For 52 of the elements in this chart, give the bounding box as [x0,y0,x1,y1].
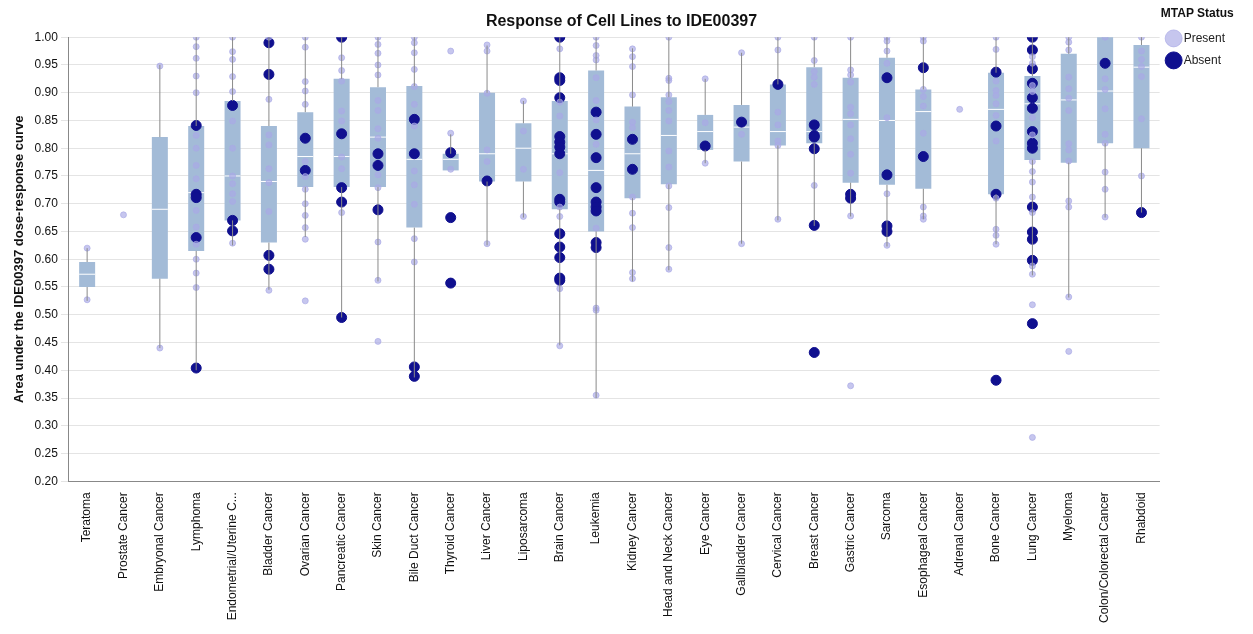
x-tick-label: Pancreatic Cancer [333,492,348,591]
x-tick-label: Gallbladder Cancer [733,492,748,596]
y-tick-label: 0.30 [34,418,59,433]
legend-title: MTAP Status [1160,6,1235,21]
x-tick-label: Brain Cancer [552,492,567,563]
x-tick-label: Ovarian Cancer [297,492,312,577]
x-tick-label: Lymphoma [188,491,203,552]
y-tick-label: 0.75 [34,168,59,183]
x-tick-label: Myeloma [1061,491,1076,541]
x-tick-label: Sarcoma [879,491,894,541]
x-tick-label: Bone Cancer [988,492,1003,563]
y-tick-label: 0.70 [34,196,59,211]
x-tick-label: Lung Cancer [1024,492,1039,561]
y-tick-label: 0.65 [34,223,59,238]
x-tick-label: Gastric Cancer [842,492,857,573]
y-tick-label: 0.35 [34,390,59,405]
x-tick-label: Colon/Colorectal Cancer [1097,492,1112,624]
x-tick-label: Embryonal Cancer [152,492,167,592]
y-tick-label: 0.55 [34,279,59,294]
x-tick-label: Liposarcoma [515,491,530,561]
x-tick-label: Adrenal Cancer [952,492,966,576]
x-tick-label: Head and Neck Cancer [661,492,676,618]
y-tick-label: 0.25 [34,445,59,460]
x-tick-label: Rhabdoid [1133,492,1148,544]
x-tick-label: Breast Cancer [806,492,821,569]
x-tick-label: Cervical Cancer [770,492,785,578]
x-tick-label: Eye Cancer [697,492,712,555]
x-tick-label: Teratoma [79,491,94,543]
y-tick-label: 0.80 [34,140,59,155]
legend-label: Absent [1183,52,1222,67]
x-tick-label: Skin Cancer [370,492,385,558]
x-tick-label: Liver Cancer [479,492,494,561]
y-tick-label: 0.50 [34,307,59,322]
y-tick-label: 1.00 [34,29,59,44]
x-tick-label: Bladder Cancer [261,492,276,576]
x-tick-label: Endometrial/Uterine C... [224,492,239,621]
x-tick-label: Prostate Cancer [115,492,130,579]
y-tick-label: 0.45 [34,334,59,349]
y-tick-label: 0.95 [34,57,59,72]
x-tick-label: Esophageal Cancer [915,492,930,598]
legend-label: Present [1183,30,1226,45]
y-tick-label: 0.20 [34,473,59,488]
x-tick-label: Bile Duct Cancer [406,492,421,583]
y-tick-label: 0.90 [34,85,59,100]
x-tick-label: Leukemia [588,491,603,545]
y-axis-title: Area under the IDE00397 dose-response curve [11,115,27,404]
x-tick-label: Thyroid Cancer [443,492,458,575]
y-tick-label: 0.40 [34,362,59,377]
x-tick-label: Kidney Cancer [624,492,639,571]
y-tick-label: 0.60 [34,251,59,266]
y-tick-label: 0.85 [34,112,59,127]
chart-title: Response of Cell Lines to IDE00397 [485,12,758,30]
